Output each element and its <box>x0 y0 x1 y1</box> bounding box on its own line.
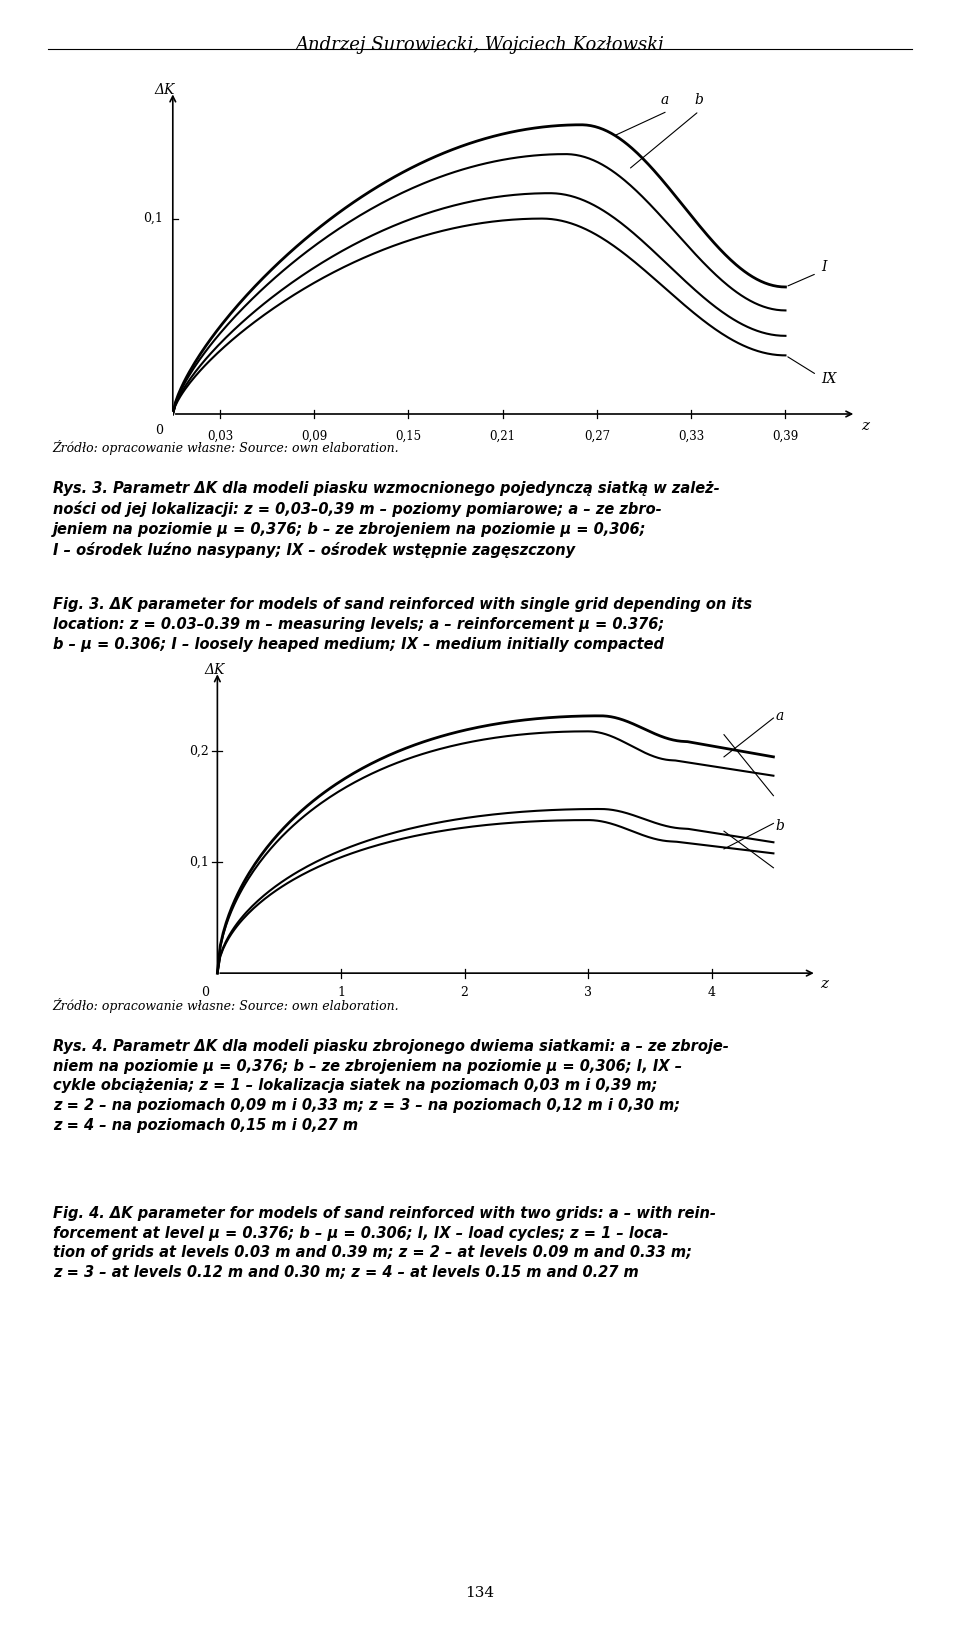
Text: IX: IX <box>822 371 837 386</box>
Text: 0,33: 0,33 <box>678 430 705 443</box>
Text: 0: 0 <box>156 424 163 437</box>
Text: 0,1: 0,1 <box>143 213 163 226</box>
Text: 1: 1 <box>337 987 345 1000</box>
Text: 0,39: 0,39 <box>773 430 799 443</box>
Text: b: b <box>776 818 784 833</box>
Text: a: a <box>776 708 784 723</box>
Text: I: I <box>822 260 828 275</box>
Text: 0,03: 0,03 <box>206 430 233 443</box>
Text: ΔK: ΔK <box>155 83 175 98</box>
Text: Andrzej Surowiecki, Wojciech Kozłowski: Andrzej Surowiecki, Wojciech Kozłowski <box>296 36 664 54</box>
Text: 4: 4 <box>708 987 715 1000</box>
Text: 134: 134 <box>466 1585 494 1600</box>
Text: ΔK: ΔK <box>204 663 225 677</box>
Text: Fig. 3. ΔK parameter for models of sand reinforced with single grid depending on: Fig. 3. ΔK parameter for models of sand … <box>53 597 752 651</box>
Text: 0,2: 0,2 <box>189 744 208 757</box>
Text: 0,21: 0,21 <box>490 430 516 443</box>
Text: 0,1: 0,1 <box>189 856 208 869</box>
Text: Źródło: opracowanie własne: Source: own elaboration.: Źródło: opracowanie własne: Source: own … <box>53 440 399 455</box>
Text: 3: 3 <box>584 987 592 1000</box>
Text: a: a <box>660 93 668 108</box>
Text: b: b <box>695 93 704 108</box>
Text: z: z <box>821 977 828 991</box>
Text: 2: 2 <box>461 987 468 1000</box>
Text: z: z <box>861 419 869 434</box>
Text: 0,15: 0,15 <box>396 430 421 443</box>
Text: Rys. 4. Parametr ΔK dla modeli piasku zbrojonego dwiema siatkami: a – ze zbroje-: Rys. 4. Parametr ΔK dla modeli piasku zb… <box>53 1039 729 1134</box>
Text: 0,09: 0,09 <box>301 430 327 443</box>
Text: Źródło: opracowanie własne: Source: own elaboration.: Źródło: opracowanie własne: Source: own … <box>53 998 399 1013</box>
Text: 0,27: 0,27 <box>584 430 610 443</box>
Text: Fig. 4. ΔK parameter for models of sand reinforced with two grids: a – with rein: Fig. 4. ΔK parameter for models of sand … <box>53 1206 716 1279</box>
Text: Rys. 3. Parametr ΔK dla modeli piasku wzmocnionego pojedynczą siatką w zależ-
no: Rys. 3. Parametr ΔK dla modeli piasku wz… <box>53 481 720 558</box>
Text: 0: 0 <box>201 987 208 1000</box>
